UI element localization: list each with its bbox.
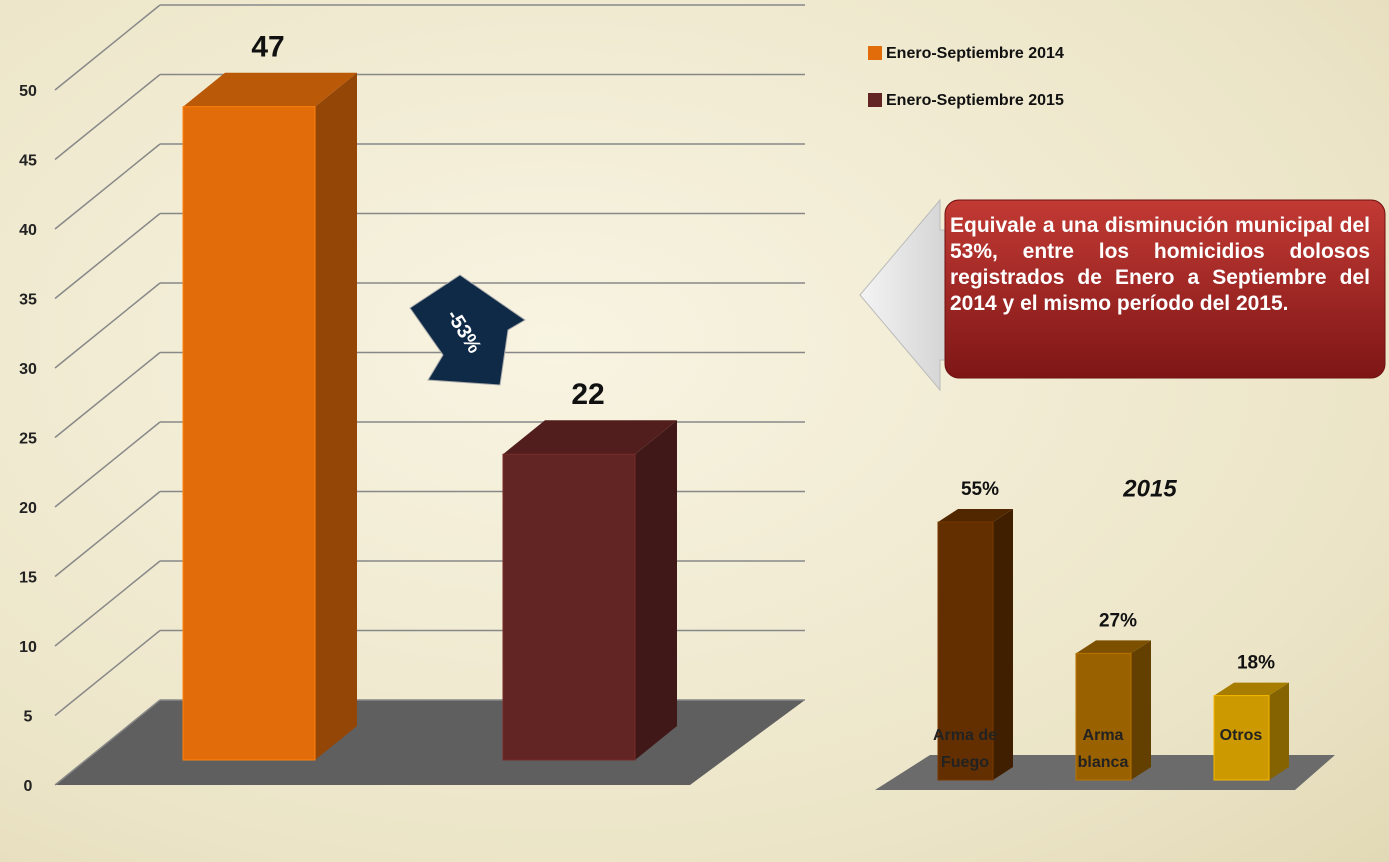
grid-line <box>54 351 161 439</box>
y-tick-label: 0 <box>24 778 33 795</box>
bar-top <box>1076 640 1151 654</box>
y-tick-label: 35 <box>19 292 37 309</box>
grid-line <box>54 490 161 578</box>
floor <box>55 700 805 785</box>
bar-side <box>315 72 357 760</box>
value-label: 27% <box>1099 610 1137 631</box>
y-tick-label: 50 <box>19 83 37 100</box>
bar-side <box>1269 682 1289 780</box>
bar <box>502 453 636 761</box>
bar-side <box>635 420 677 760</box>
grid-line <box>54 421 161 508</box>
grid-line <box>54 629 161 717</box>
legend-label: Enero-Septiembre 2014 <box>886 45 1064 62</box>
grid-line <box>54 4 161 91</box>
bar-top <box>503 420 677 455</box>
bar-top <box>938 509 1013 523</box>
bar <box>1075 652 1132 781</box>
bar-top <box>183 72 357 107</box>
grid-line <box>54 560 161 647</box>
y-tick-label: 15 <box>19 570 37 587</box>
x-tick-label: Arma de Fuego <box>932 727 998 771</box>
grid-line <box>54 73 161 161</box>
grid-line <box>54 282 161 369</box>
y-tick-label: 20 <box>19 500 37 517</box>
legend-swatch <box>868 93 882 107</box>
bar-top <box>1214 682 1289 696</box>
value-label: 55% <box>961 479 999 500</box>
grid-line <box>54 143 161 230</box>
y-tick-label: 10 <box>19 639 37 656</box>
grid-line <box>54 212 161 300</box>
legend-swatch <box>868 46 882 60</box>
value-label: 18% <box>1237 653 1275 674</box>
small-chart: 2015 55% 27% 18% <box>875 475 1335 790</box>
bar-side <box>993 509 1013 780</box>
y-tick-label: 30 <box>19 361 37 378</box>
value-label: 47 <box>251 31 284 64</box>
callout-box <box>944 199 1386 379</box>
value-label: 22 <box>571 378 604 411</box>
x-tick-label: Arma blanca <box>1077 727 1129 771</box>
chart-title: 2015 <box>1122 475 1177 502</box>
y-tick-label: 25 <box>19 431 37 448</box>
bar <box>1213 695 1270 781</box>
y-tick-label: 40 <box>19 222 37 239</box>
legend-label: Enero-Septiembre 2015 <box>886 92 1064 109</box>
bar <box>937 521 994 781</box>
bar-side <box>1131 640 1151 780</box>
x-tick-label: Otros <box>1219 727 1263 744</box>
main-chart: 0 5 10 15 20 25 30 35 40 45 50 47 Enero-Septiembre 2… <box>19 4 1064 795</box>
y-tick-label: 5 <box>24 709 33 726</box>
y-tick-label: 45 <box>19 153 37 170</box>
callout-text: Equivale a una disminución municipal del… <box>950 214 1370 315</box>
change-arrow <box>409 274 526 386</box>
bar <box>182 106 316 761</box>
grid-line <box>54 699 161 786</box>
